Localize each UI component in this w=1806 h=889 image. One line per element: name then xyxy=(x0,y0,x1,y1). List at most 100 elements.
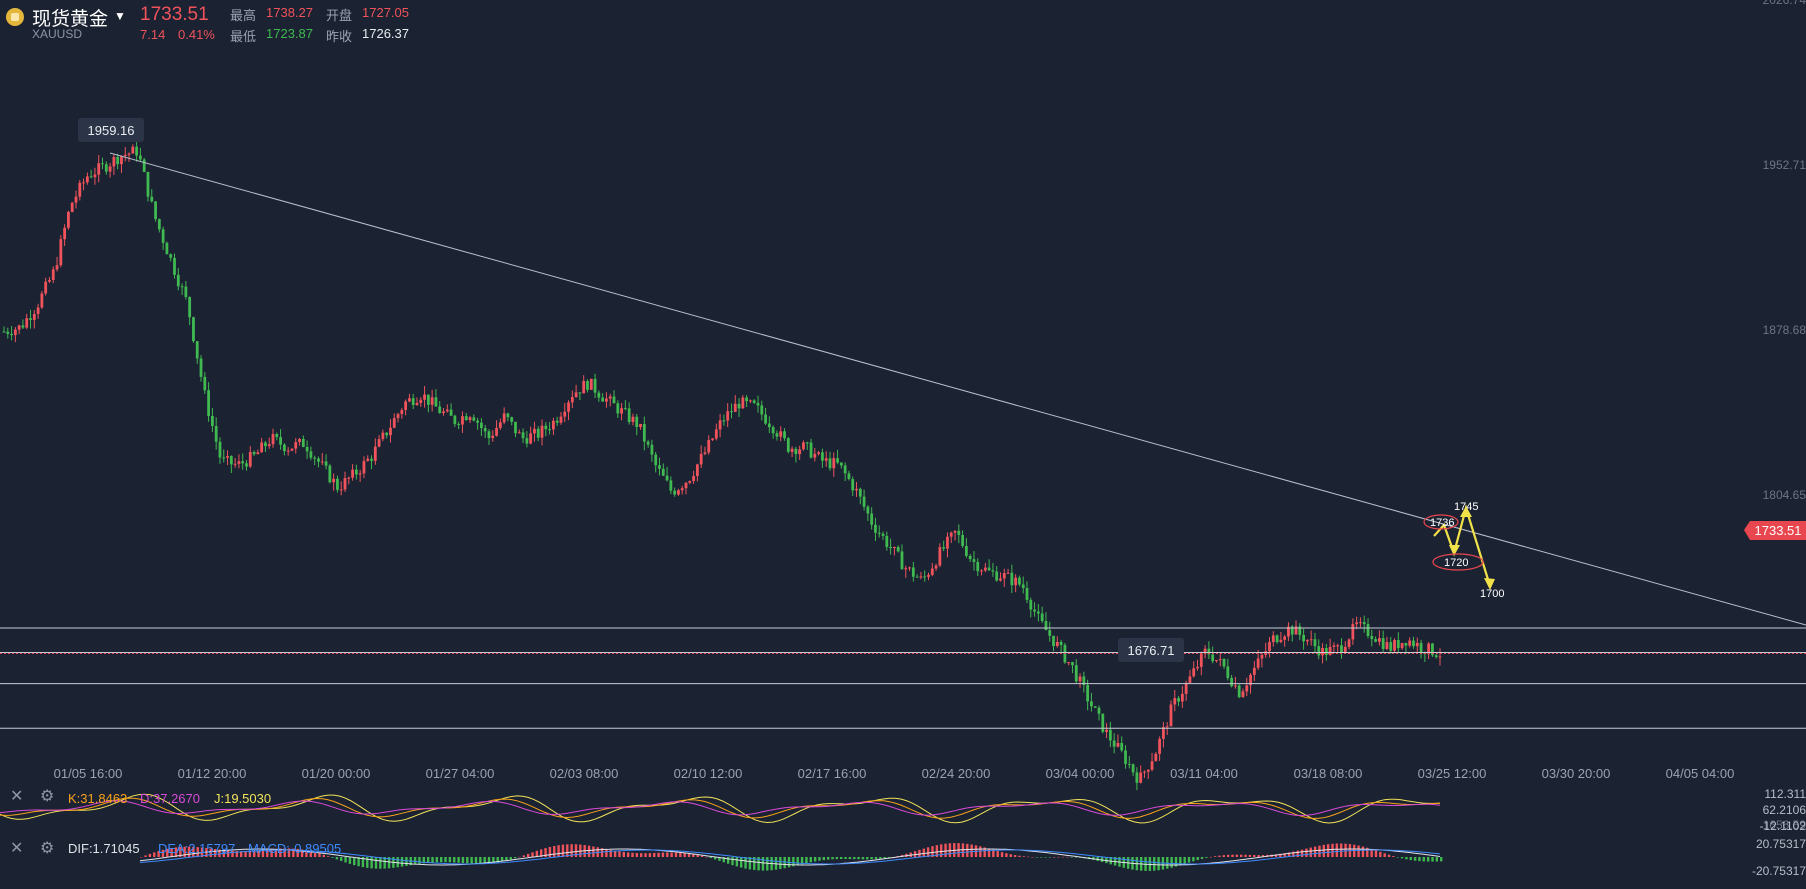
macd-bar xyxy=(1009,854,1012,857)
projection-label: 1745 xyxy=(1454,501,1478,513)
candle-body xyxy=(423,394,426,400)
candle-body xyxy=(855,488,858,491)
macd-bar xyxy=(153,852,156,857)
candle-body xyxy=(1093,706,1097,708)
macd-bar xyxy=(796,857,799,866)
macd-bar xyxy=(361,857,365,868)
candle-body xyxy=(904,568,908,570)
close-icon[interactable]: ✕ xyxy=(10,840,24,857)
macd-bar xyxy=(422,857,426,864)
candle-body xyxy=(1287,626,1290,637)
candle-body xyxy=(1215,660,1218,662)
candle-body xyxy=(976,561,980,572)
candle-body xyxy=(809,442,813,458)
candle-body xyxy=(510,417,514,422)
gear-icon[interactable]: ⚙ xyxy=(40,840,55,857)
candle-body xyxy=(968,555,972,560)
low-marker: 1676.71 xyxy=(1118,638,1184,662)
candle-body xyxy=(370,458,373,461)
candle-body xyxy=(25,318,29,328)
candle-body xyxy=(733,403,737,412)
candle-body xyxy=(176,274,180,287)
macd-bar xyxy=(166,848,169,857)
candle-body xyxy=(192,317,195,342)
candle-body xyxy=(578,392,582,394)
candle-body xyxy=(267,444,271,447)
candle-body xyxy=(385,432,389,436)
candle-body xyxy=(620,408,623,414)
macd-macd-label: MACD:-0.89505 xyxy=(248,841,341,856)
macd-bar xyxy=(1244,854,1247,857)
gold-coin-icon xyxy=(6,8,24,26)
candle-body xyxy=(1040,613,1044,622)
candle-body xyxy=(1404,642,1408,646)
instrument-name[interactable]: 现货黄金 xyxy=(32,9,109,30)
candle-body xyxy=(589,378,593,390)
price-axis: 2026.74 1952.71 1878.68 1804.65 1656.59 xyxy=(1763,0,1806,832)
candle-body xyxy=(1199,653,1203,667)
macd-bar xyxy=(926,847,930,857)
macd-bar xyxy=(648,853,652,857)
close-icon[interactable]: ✕ xyxy=(10,788,24,805)
macd-bar xyxy=(996,850,999,857)
arrow-head-icon xyxy=(1460,506,1472,517)
candle-body xyxy=(256,452,260,455)
candle-body xyxy=(377,439,381,447)
candle-body xyxy=(218,441,222,458)
macd-bar xyxy=(405,857,408,866)
macd-bar xyxy=(287,848,291,857)
candle-body xyxy=(586,380,589,390)
candle-body xyxy=(1158,738,1162,754)
macd-bar xyxy=(826,857,830,860)
candle-body xyxy=(570,396,574,403)
candle-body xyxy=(946,536,949,549)
macd-bar xyxy=(1261,854,1265,857)
macd-bar xyxy=(966,843,969,857)
macd-bar xyxy=(1305,848,1308,857)
candle-body xyxy=(1305,640,1309,642)
macd-bar xyxy=(940,844,943,857)
macd-bar xyxy=(318,853,321,857)
candle-body xyxy=(1427,643,1431,655)
macd-bar xyxy=(326,856,330,857)
candle-body xyxy=(55,265,59,270)
candle-body xyxy=(108,166,112,172)
macd-bar xyxy=(500,857,504,862)
time-tick: 02/10 12:00 xyxy=(674,766,743,781)
candle-body xyxy=(623,408,627,410)
candle-body xyxy=(608,396,612,399)
candle-body xyxy=(445,409,449,412)
candle-body xyxy=(980,570,983,572)
candle-body xyxy=(506,413,510,418)
candle-body xyxy=(10,333,13,336)
candle-body xyxy=(498,422,502,428)
candle-body xyxy=(70,202,74,212)
macd-bar xyxy=(1222,855,1226,857)
candle-body xyxy=(161,229,165,243)
candle-body xyxy=(885,535,889,547)
candle-body xyxy=(752,400,756,403)
candle-body xyxy=(1336,645,1340,647)
candle-body xyxy=(97,163,101,175)
time-tick: 01/20 00:00 xyxy=(302,766,371,781)
candle-body xyxy=(1340,645,1343,653)
candle-body xyxy=(1120,742,1124,751)
chevron-down-icon[interactable]: ▼ xyxy=(114,9,126,23)
candle-body xyxy=(699,453,703,465)
projection-label: 1736 xyxy=(1430,517,1454,529)
macd-bar xyxy=(783,857,786,869)
macd-bar xyxy=(644,853,647,857)
macd-bar xyxy=(300,849,304,857)
candle-body xyxy=(525,438,529,444)
macd-bar xyxy=(1213,856,1217,857)
macd-bar xyxy=(744,857,747,869)
macd-bar xyxy=(1253,854,1256,857)
macd-bar xyxy=(548,846,552,857)
macd-bar xyxy=(331,857,334,858)
candle-body xyxy=(1143,771,1146,773)
macd-bar xyxy=(1035,857,1039,858)
candle-body xyxy=(605,398,608,402)
gear-icon[interactable]: ⚙ xyxy=(40,788,55,805)
